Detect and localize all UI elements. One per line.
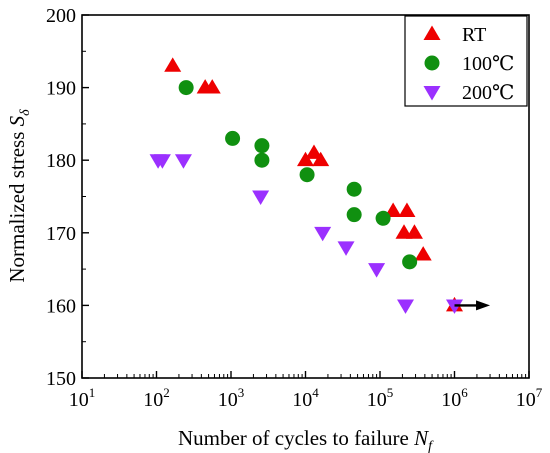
x-tick-label: 105 [367, 385, 394, 411]
legend-label-200c: 200℃ [462, 82, 514, 104]
runout-arrow [454, 300, 491, 311]
x-tick-label: 103 [218, 385, 245, 411]
x-tick-label: 106 [441, 385, 468, 411]
data-point-rt [203, 79, 221, 94]
data-point-100c [346, 207, 362, 223]
data-point-100c [375, 210, 391, 226]
y-tick-label: 200 [46, 5, 76, 27]
data-point-rt [164, 57, 182, 72]
y-tick-label: 180 [46, 150, 76, 172]
legend-marker-100c [424, 55, 440, 71]
data-point-rt [297, 151, 314, 167]
y-tick-label: 150 [46, 368, 76, 390]
data-point-200c [314, 226, 332, 242]
data-point-rt [384, 202, 402, 217]
data-point-rt [405, 224, 423, 239]
data-point-100c [254, 138, 270, 154]
data-point-200c [153, 154, 171, 169]
x-axis-title: Number of cycles to failure Nf [178, 426, 434, 453]
data-point-100c [178, 80, 194, 96]
legend-label-100c: 100℃ [462, 53, 514, 75]
axis-tick-labels: 101 102 103 104 105 106 107 150 160 170 180 190 200 [46, 5, 543, 411]
x-tick-label: 107 [516, 385, 543, 411]
legend-marker-rt [423, 25, 441, 40]
legend: RT 100℃ 200℃ [404, 15, 528, 107]
data-point-100c [402, 254, 418, 270]
legend-label-rt: RT [462, 24, 486, 46]
data-point-200c [252, 190, 270, 205]
y-tick-label: 160 [46, 295, 76, 317]
data-point-200c [368, 263, 386, 278]
data-point-rt [305, 144, 323, 159]
data-point-200c [337, 241, 355, 256]
data-point-100c [299, 167, 315, 183]
x-tick-label: 102 [143, 385, 170, 411]
x-tick-label: 104 [292, 385, 319, 411]
data-point-100c [225, 130, 241, 146]
y-tick-label: 190 [46, 78, 76, 100]
legend-marker-200c [423, 86, 441, 101]
y-axis-title: Normalized stress Sδ [5, 109, 33, 283]
data-point-rt [414, 246, 432, 261]
axis-ticks [81, 14, 530, 379]
data-markers [149, 57, 463, 314]
x-tick-label: 101 [69, 385, 96, 411]
legend-items: RT 100℃ 200℃ [423, 24, 514, 104]
data-point-100c [254, 152, 270, 168]
y-tick-label: 170 [46, 223, 76, 245]
data-point-rt [398, 202, 416, 217]
data-point-rt [312, 151, 330, 167]
data-point-100c [346, 181, 362, 197]
data-point-200c [397, 299, 415, 314]
data-point-200c [446, 299, 463, 314]
data-point-200c [174, 154, 192, 169]
runout-arrow-head [476, 300, 491, 311]
